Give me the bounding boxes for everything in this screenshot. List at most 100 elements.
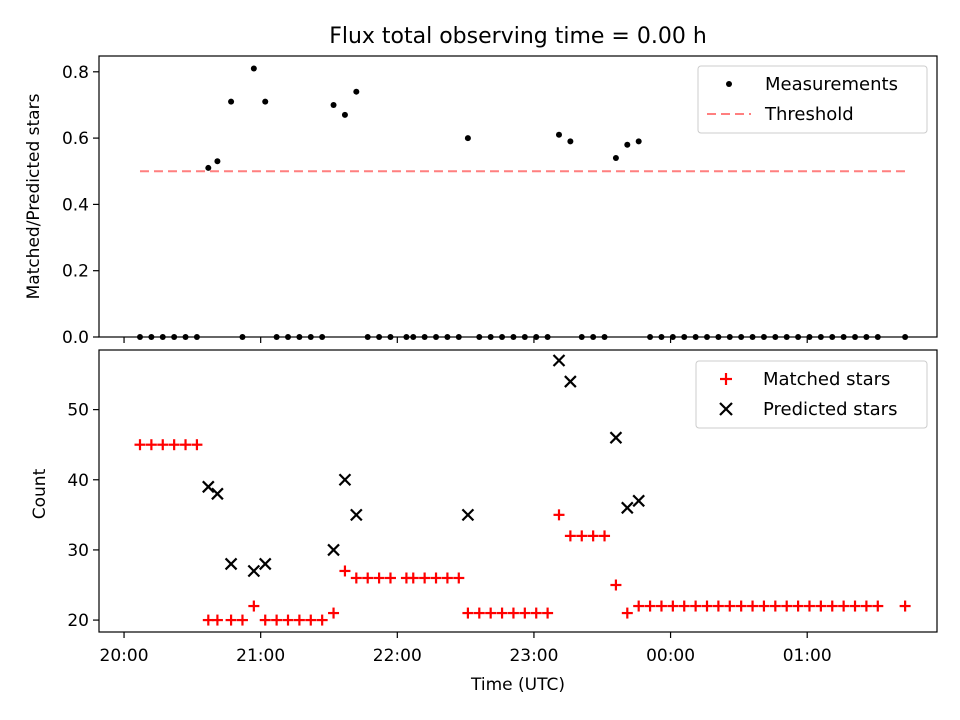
measurement-point (590, 334, 597, 340)
x-tick-label: 22:00 (373, 646, 422, 666)
measurement-point (487, 334, 494, 340)
legend-label-matched: Matched stars (763, 369, 890, 390)
matched-star-point (826, 600, 838, 612)
matched-star-point (792, 600, 804, 612)
matched-stars-points (134, 439, 911, 626)
legend-label-measurements: Measurements (765, 74, 898, 95)
matched-star-point (407, 572, 419, 584)
matched-star-point (236, 614, 248, 626)
matched-star-point (225, 614, 237, 626)
bottom-y-axis-label: Count (30, 468, 50, 519)
matched-star-point (542, 607, 554, 619)
predicted-star-point (224, 557, 238, 571)
matched-star-point (191, 439, 203, 451)
measurement-point (273, 334, 280, 340)
measurement-point (624, 141, 631, 148)
chart-title: Flux total observing time = 0.00 h (329, 24, 707, 49)
matched-star-point (655, 600, 667, 612)
matched-star-point (769, 600, 781, 612)
measurement-point (433, 334, 440, 340)
matched-star-point (430, 572, 442, 584)
predicted-star-point (461, 508, 475, 522)
y-tick-label: 30 (67, 541, 89, 561)
measurement-point (783, 334, 790, 340)
legend-marker-matched (720, 373, 732, 385)
matched-star-point (145, 439, 157, 451)
matched-star-point (599, 530, 611, 542)
matched-star-point (724, 600, 736, 612)
measurement-point (214, 158, 221, 165)
measurement-point (285, 334, 292, 340)
measurement-point (376, 334, 383, 340)
measurement-point (806, 334, 813, 340)
measurement-point (262, 98, 269, 105)
matched-star-point (633, 600, 645, 612)
matched-star-point (838, 600, 850, 612)
matched-star-point (259, 614, 271, 626)
predicted-star-point (211, 487, 224, 501)
legend-marker-predicted (719, 402, 733, 416)
measurement-point (544, 334, 551, 340)
matched-star-point (576, 530, 588, 542)
matched-star-point (271, 614, 283, 626)
measurement-point (239, 334, 246, 340)
matched-star-point (530, 607, 542, 619)
matched-star-point (644, 600, 656, 612)
measurement-point (874, 334, 881, 340)
measurement-point (250, 65, 257, 72)
matched-star-point (610, 579, 622, 591)
top-y-axis-label: Matched/Predicted stars (24, 93, 44, 299)
y-tick-label: 40 (67, 471, 89, 491)
x-tick-label: 23:00 (509, 646, 558, 666)
y-tick-label: 0.6 (62, 129, 89, 149)
predicted-stars-points (202, 354, 645, 578)
matched-star-point (316, 614, 328, 626)
measurement-point (403, 334, 410, 340)
matched-star-point (735, 600, 747, 612)
y-tick-label: 0.8 (62, 63, 89, 83)
predicted-star-point (327, 543, 340, 557)
predicted-star-point (609, 431, 623, 444)
x-tick-label: 20:00 (100, 646, 149, 666)
predicted-star-point (621, 501, 634, 515)
matched-star-point (678, 600, 690, 612)
matched-star-point (587, 530, 599, 542)
matched-star-point (803, 600, 815, 612)
measurement-point (421, 334, 428, 340)
legend-label-threshold: Threshold (764, 104, 854, 125)
measurement-point (715, 334, 722, 340)
measurement-point (863, 334, 870, 340)
measurement-points (136, 65, 909, 340)
bottom-y-ticks: 20 30 40 50 (67, 401, 99, 631)
measurement-point (829, 334, 836, 340)
matched-star-point (248, 600, 260, 612)
measurement-point (205, 164, 212, 171)
y-tick-label: 0.0 (62, 328, 89, 348)
matched-star-point (305, 614, 317, 626)
matched-star-point (453, 572, 465, 584)
matched-star-point (384, 572, 396, 584)
matched-star-point (553, 509, 565, 521)
matched-star-point (441, 572, 453, 584)
legend-marker-measurements (726, 81, 732, 87)
measurement-point (578, 334, 585, 340)
y-tick-label: 0.4 (62, 195, 89, 215)
measurement-point (681, 334, 688, 340)
bottom-legend: Matched stars Predicted stars (695, 360, 928, 429)
predicted-star-point (258, 557, 272, 571)
predicted-star-point (564, 375, 577, 388)
y-tick-label: 50 (67, 401, 89, 421)
measurement-point (612, 154, 619, 161)
matched-star-point (211, 614, 223, 626)
measurement-point (772, 334, 779, 340)
measurement-point (296, 334, 303, 340)
matched-star-point (701, 600, 713, 612)
legend-label-predicted: Predicted stars (763, 399, 897, 420)
top-legend: Measurements Threshold (697, 65, 928, 134)
measurement-point (499, 334, 506, 340)
measurement-point (410, 334, 417, 340)
measurement-point (136, 334, 143, 340)
matched-star-point (519, 607, 531, 619)
matched-star-point (860, 600, 872, 612)
matched-star-point (747, 600, 759, 612)
